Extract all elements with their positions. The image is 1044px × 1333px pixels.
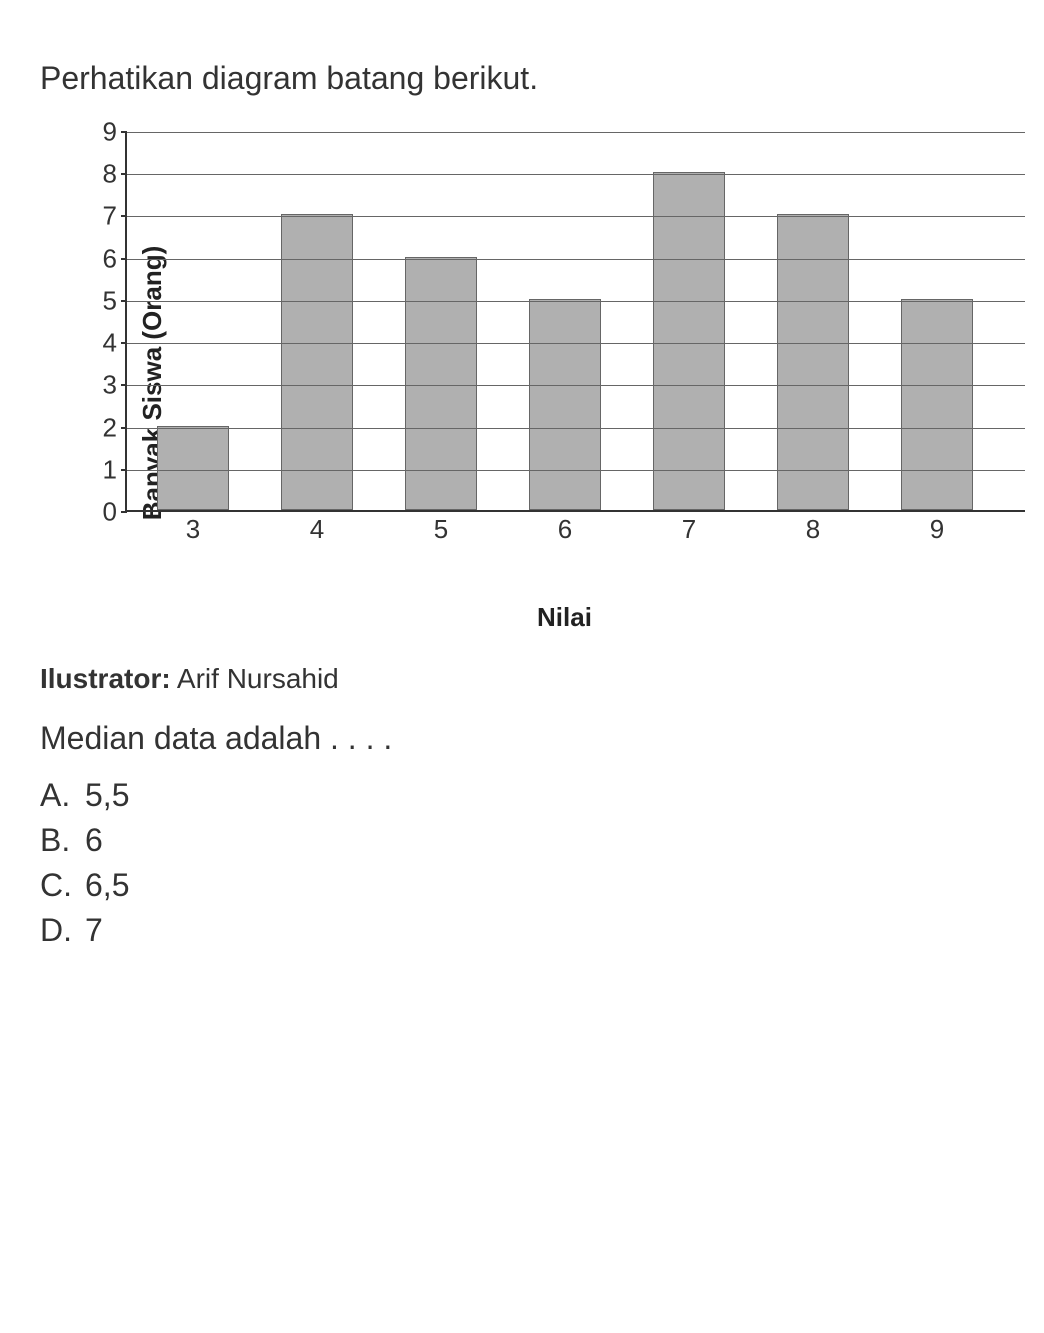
option: A.5,5 xyxy=(40,777,1004,814)
question-text: Median data adalah . . . . xyxy=(40,720,1004,757)
bars-container xyxy=(127,132,1025,510)
gridline xyxy=(127,343,1025,344)
option: B.6 xyxy=(40,822,1004,859)
plot-area: 01234567893456789 xyxy=(125,132,1025,512)
option-label: C. xyxy=(40,867,85,904)
x-tick-label: 8 xyxy=(806,514,820,545)
bar xyxy=(653,172,725,510)
intro-text: Perhatikan diagram batang berikut. xyxy=(40,60,1004,97)
option-value: 5,5 xyxy=(85,777,129,813)
bar xyxy=(529,299,601,510)
option-value: 6,5 xyxy=(85,867,129,903)
gridline xyxy=(127,301,1025,302)
x-tick-label: 4 xyxy=(310,514,324,545)
y-tick-mark xyxy=(121,469,127,471)
x-tick-label: 5 xyxy=(434,514,448,545)
illustrator-credit: Ilustrator: Arif Nursahid xyxy=(40,663,1004,695)
gridline xyxy=(127,216,1025,217)
gridline xyxy=(127,428,1025,429)
y-tick-label: 2 xyxy=(92,412,117,443)
x-axis-label: Nilai xyxy=(125,602,1004,633)
gridline xyxy=(127,385,1025,386)
y-tick-mark xyxy=(121,215,127,217)
option-label: A. xyxy=(40,777,85,814)
x-tick-label: 3 xyxy=(186,514,200,545)
chart-container: Banyak Siswa (Orang) 01234567893456789 N… xyxy=(70,132,1004,633)
bar xyxy=(405,257,477,510)
x-tick-label: 9 xyxy=(930,514,944,545)
option-value: 7 xyxy=(85,912,103,948)
y-tick-label: 0 xyxy=(92,497,117,528)
y-tick-mark xyxy=(121,258,127,260)
x-tick-label: 7 xyxy=(682,514,696,545)
gridline xyxy=(127,132,1025,133)
y-tick-mark xyxy=(121,173,127,175)
illustrator-label: Ilustrator: xyxy=(40,663,171,694)
y-tick-label: 7 xyxy=(92,201,117,232)
y-tick-mark xyxy=(121,342,127,344)
x-tick-label: 6 xyxy=(558,514,572,545)
bar xyxy=(157,426,229,510)
chart-area: 01234567893456789 xyxy=(125,132,1025,552)
y-tick-label: 9 xyxy=(92,117,117,148)
y-tick-mark xyxy=(121,511,127,513)
y-tick-label: 5 xyxy=(92,285,117,316)
y-tick-mark xyxy=(121,300,127,302)
option-label: D. xyxy=(40,912,85,949)
y-tick-mark xyxy=(121,131,127,133)
y-tick-label: 3 xyxy=(92,370,117,401)
bar xyxy=(901,299,973,510)
option: D.7 xyxy=(40,912,1004,949)
option: C.6,5 xyxy=(40,867,1004,904)
option-value: 6 xyxy=(85,822,103,858)
y-tick-mark xyxy=(121,427,127,429)
illustrator-name: Arif Nursahid xyxy=(177,663,339,694)
y-tick-label: 8 xyxy=(92,159,117,190)
y-tick-mark xyxy=(121,384,127,386)
gridline xyxy=(127,470,1025,471)
y-tick-label: 4 xyxy=(92,328,117,359)
gridline xyxy=(127,174,1025,175)
options-list: A.5,5B.6C.6,5D.7 xyxy=(40,777,1004,949)
option-label: B. xyxy=(40,822,85,859)
y-tick-label: 1 xyxy=(92,454,117,485)
gridline xyxy=(127,259,1025,260)
y-tick-label: 6 xyxy=(92,243,117,274)
